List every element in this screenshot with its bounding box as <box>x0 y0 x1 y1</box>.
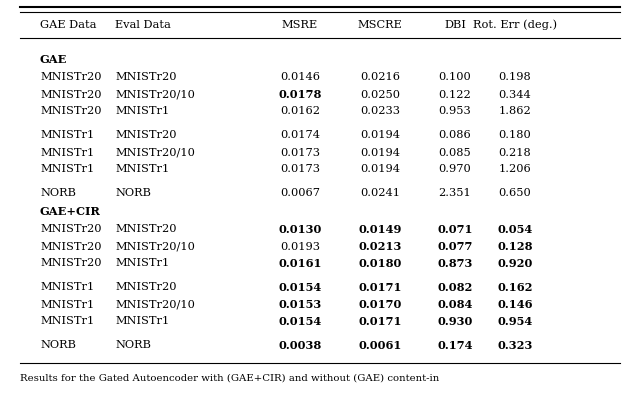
Text: MNISTr20/10: MNISTr20/10 <box>115 89 195 99</box>
Text: 0.0038: 0.0038 <box>278 340 322 351</box>
Text: 0.0233: 0.0233 <box>360 107 400 117</box>
Text: NORB: NORB <box>40 340 76 350</box>
Text: 0.0170: 0.0170 <box>358 299 402 310</box>
Text: 0.0154: 0.0154 <box>278 282 322 293</box>
Text: 0.0178: 0.0178 <box>278 89 322 100</box>
Text: 0.0171: 0.0171 <box>358 282 402 293</box>
Text: 0.0194: 0.0194 <box>360 130 400 140</box>
Text: 0.198: 0.198 <box>499 73 531 83</box>
Text: MNISTr20: MNISTr20 <box>40 107 102 117</box>
Text: 0.086: 0.086 <box>438 130 472 140</box>
Text: Rot. Err (deg.): Rot. Err (deg.) <box>473 20 557 30</box>
Text: MNISTr1: MNISTr1 <box>40 148 94 158</box>
Text: 0.0193: 0.0193 <box>280 241 320 251</box>
Text: MNISTr20: MNISTr20 <box>40 241 102 251</box>
Text: MNISTr20: MNISTr20 <box>115 73 177 83</box>
Text: 0.0130: 0.0130 <box>278 224 322 235</box>
Text: 0.323: 0.323 <box>497 340 532 351</box>
Text: 0.218: 0.218 <box>499 148 531 158</box>
Text: MNISTr20: MNISTr20 <box>115 282 177 292</box>
Text: MNISTr20/10: MNISTr20/10 <box>115 300 195 310</box>
Text: GAE: GAE <box>40 54 67 65</box>
Text: MNISTr20: MNISTr20 <box>40 225 102 235</box>
Text: MNISTr20/10: MNISTr20/10 <box>115 148 195 158</box>
Text: MNISTr1: MNISTr1 <box>40 282 94 292</box>
Text: MNISTr20/10: MNISTr20/10 <box>115 241 195 251</box>
Text: 0.0173: 0.0173 <box>280 148 320 158</box>
Text: 0.0180: 0.0180 <box>358 258 402 269</box>
Text: 0.954: 0.954 <box>497 316 532 327</box>
Text: 0.128: 0.128 <box>497 241 532 252</box>
Text: MNISTr1: MNISTr1 <box>115 259 169 269</box>
Text: 0.873: 0.873 <box>437 258 473 269</box>
Text: DBI: DBI <box>444 20 466 30</box>
Text: MNISTr1: MNISTr1 <box>115 316 169 326</box>
Text: 0.180: 0.180 <box>499 130 531 140</box>
Text: 0.0161: 0.0161 <box>278 258 322 269</box>
Text: MNISTr1: MNISTr1 <box>40 300 94 310</box>
Text: MNISTr20: MNISTr20 <box>40 259 102 269</box>
Text: 1.206: 1.206 <box>499 164 531 174</box>
Text: MNISTr20: MNISTr20 <box>40 89 102 99</box>
Text: 0.082: 0.082 <box>437 282 473 293</box>
Text: 0.920: 0.920 <box>497 258 532 269</box>
Text: MNISTr20: MNISTr20 <box>115 225 177 235</box>
Text: 0.0213: 0.0213 <box>358 241 402 252</box>
Text: 0.054: 0.054 <box>497 224 532 235</box>
Text: 0.0162: 0.0162 <box>280 107 320 117</box>
Text: NORB: NORB <box>115 188 151 198</box>
Text: 0.0154: 0.0154 <box>278 316 322 327</box>
Text: NORB: NORB <box>40 188 76 198</box>
Text: MNISTr1: MNISTr1 <box>115 107 169 117</box>
Text: 0.071: 0.071 <box>437 224 473 235</box>
Text: 0.146: 0.146 <box>497 299 532 310</box>
Text: MNISTr1: MNISTr1 <box>40 130 94 140</box>
Text: NORB: NORB <box>115 340 151 350</box>
Text: 0.930: 0.930 <box>437 316 473 327</box>
Text: 0.0149: 0.0149 <box>358 224 402 235</box>
Text: Results for the Gated Autoencoder with (GAE+CIR) and without (GAE) content-in: Results for the Gated Autoencoder with (… <box>20 373 439 383</box>
Text: 0.0216: 0.0216 <box>360 73 400 83</box>
Text: 0.100: 0.100 <box>438 73 472 83</box>
Text: Eval Data: Eval Data <box>115 20 171 30</box>
Text: 2.351: 2.351 <box>438 188 472 198</box>
Text: 0.0194: 0.0194 <box>360 148 400 158</box>
Text: 0.085: 0.085 <box>438 148 472 158</box>
Text: MNISTr20: MNISTr20 <box>40 73 102 83</box>
Text: GAE Data: GAE Data <box>40 20 97 30</box>
Text: 0.0171: 0.0171 <box>358 316 402 327</box>
Text: 0.0153: 0.0153 <box>278 299 322 310</box>
Text: 0.084: 0.084 <box>437 299 473 310</box>
Text: 0.344: 0.344 <box>499 89 531 99</box>
Text: 0.650: 0.650 <box>499 188 531 198</box>
Text: 0.0067: 0.0067 <box>280 188 320 198</box>
Text: 0.0146: 0.0146 <box>280 73 320 83</box>
Text: MNISTr1: MNISTr1 <box>40 164 94 174</box>
Text: 0.970: 0.970 <box>438 164 472 174</box>
Text: 0.0061: 0.0061 <box>358 340 402 351</box>
Text: MSCRE: MSCRE <box>358 20 403 30</box>
Text: 0.0250: 0.0250 <box>360 89 400 99</box>
Text: 0.0173: 0.0173 <box>280 164 320 174</box>
Text: 0.162: 0.162 <box>497 282 532 293</box>
Text: 0.0194: 0.0194 <box>360 164 400 174</box>
Text: 0.174: 0.174 <box>437 340 473 351</box>
Text: GAE+CIR: GAE+CIR <box>40 206 101 217</box>
Text: 0.953: 0.953 <box>438 107 472 117</box>
Text: MSRE: MSRE <box>282 20 318 30</box>
Text: MNISTr20: MNISTr20 <box>115 130 177 140</box>
Text: 0.077: 0.077 <box>437 241 473 252</box>
Text: 1.862: 1.862 <box>499 107 531 117</box>
Text: MNISTr1: MNISTr1 <box>115 164 169 174</box>
Text: 0.0174: 0.0174 <box>280 130 320 140</box>
Text: MNISTr1: MNISTr1 <box>40 316 94 326</box>
Text: 0.0241: 0.0241 <box>360 188 400 198</box>
Text: 0.122: 0.122 <box>438 89 472 99</box>
